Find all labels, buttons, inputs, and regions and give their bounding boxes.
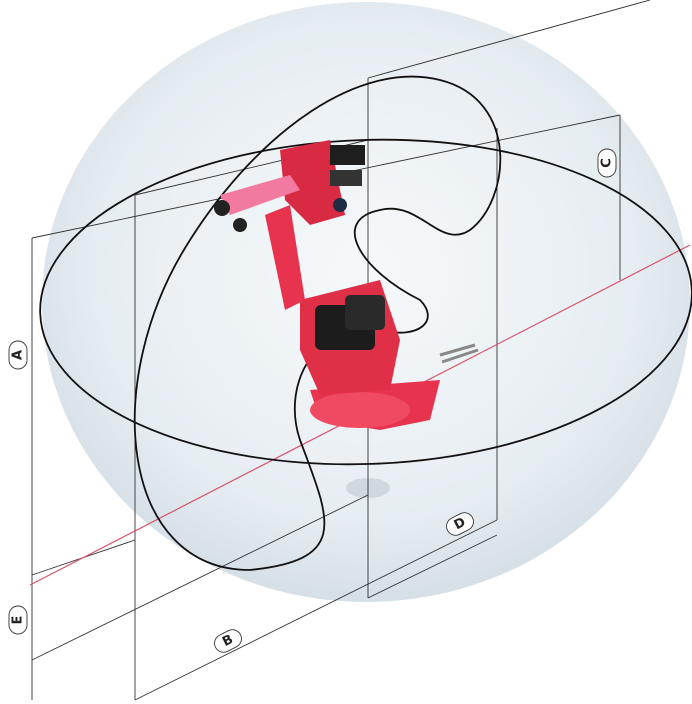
vertical-envelope xyxy=(133,75,502,571)
label-e: E xyxy=(8,605,28,635)
label-text: E xyxy=(11,616,26,625)
label-d: D xyxy=(446,512,474,536)
label-text: A xyxy=(11,350,26,360)
dimension-lines xyxy=(31,0,651,701)
label-c: C xyxy=(597,148,617,178)
label-text: C xyxy=(600,158,615,168)
label-b: B xyxy=(214,629,242,653)
label-a: A xyxy=(8,340,28,370)
robot-arm xyxy=(214,140,479,430)
